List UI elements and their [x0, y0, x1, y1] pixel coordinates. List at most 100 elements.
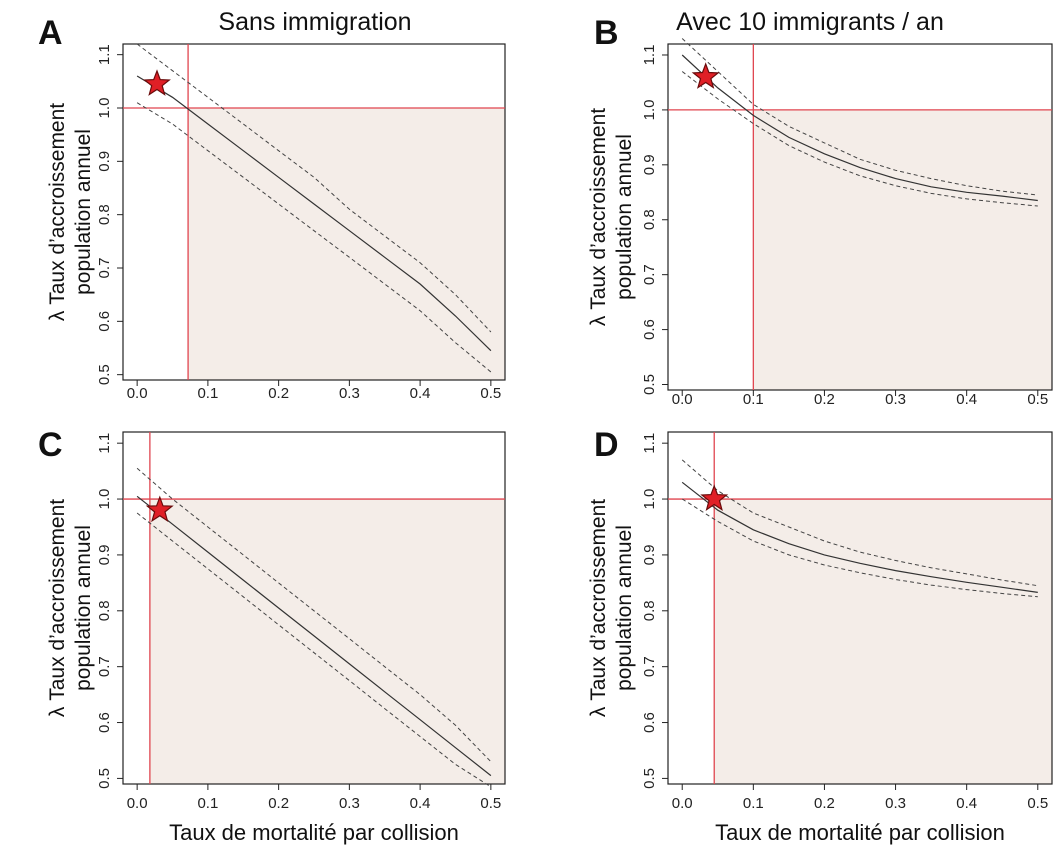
observed-point-star-icon: [700, 484, 729, 511]
y-axis-label-line-2: population annuel: [613, 525, 636, 691]
panel-letter: A: [38, 14, 63, 52]
y-tick-label: 0.7: [641, 264, 658, 285]
series-upper-line: [136, 467, 492, 763]
series-upper-line: [136, 43, 492, 333]
y-tick-label: 0.7: [641, 656, 658, 677]
x-tick-label: 0.2: [268, 385, 289, 402]
series-mean-line: [136, 495, 492, 777]
y-axis-label-line-1: λ Taux d’accroissement: [587, 499, 610, 717]
x-tick-label: 0.5: [1027, 391, 1048, 408]
series-lower-line: [136, 512, 492, 788]
y-tick-label: 1.1: [96, 44, 113, 65]
y-axis-label-line-2: population annuel: [72, 525, 95, 691]
y-tick-label: 1.1: [641, 433, 658, 454]
y-tick-label: 1.0: [641, 489, 658, 510]
decline-zone-shading: [714, 499, 1052, 784]
x-tick-label: 0.1: [197, 385, 218, 402]
observed-point-star-icon: [142, 69, 171, 96]
y-axis-label-line-1: λ Taux d’accroissement: [46, 499, 69, 717]
y-tick-label: 0.8: [96, 204, 113, 225]
x-tick-label: 0.1: [743, 795, 764, 812]
plot-frame: [122, 43, 506, 381]
decline-zone-shading: [149, 499, 506, 784]
series-upper-line: [681, 459, 1038, 587]
y-tick-label: 1.1: [641, 45, 658, 66]
x-tick-label: 0.3: [339, 795, 360, 812]
x-tick-label: 0.0: [127, 385, 148, 402]
observed-point-star-icon: [691, 62, 720, 89]
x-tick-label: 0.4: [410, 385, 431, 402]
y-tick-label: 0.7: [96, 258, 113, 279]
panel-letter: B: [594, 14, 619, 52]
series-upper-line: [681, 38, 1038, 196]
series-lower-line: [681, 71, 1038, 207]
x-tick-label: 0.0: [672, 795, 693, 812]
x-tick-label: 0.5: [1027, 795, 1048, 812]
x-tick-label: 0.3: [885, 391, 906, 408]
y-axis-label: λ Taux d’accroissement population annuel: [46, 499, 95, 717]
panel-c: 0.0 0.1 0.2 0.3 0.4 0.5 0.5 0.6 0.7 0.8 0.9 1.0 1.1 λ…: [38, 426, 506, 845]
y-tick-label: 0.5: [641, 768, 658, 789]
y-tick-label: 0.9: [96, 544, 113, 565]
y-tick-label: 1.0: [96, 489, 113, 510]
decline-zone-shading: [188, 108, 505, 380]
y-tick-label: 0.6: [641, 712, 658, 733]
x-tick-label: 0.5: [480, 385, 501, 402]
y-tick-label: 0.8: [96, 600, 113, 621]
x-tick-label: 0.0: [127, 795, 148, 812]
x-tick-label: 0.5: [480, 795, 501, 812]
y-tick-label: 0.6: [641, 319, 658, 340]
y-tick-label: 0.9: [641, 154, 658, 175]
x-tick-label: 0.4: [410, 795, 431, 812]
y-tick-label: 0.7: [96, 656, 113, 677]
series-lower-line: [136, 102, 492, 373]
column-title-right: Avec 10 immigrants / an: [676, 8, 944, 36]
panels-group: 0.0 0.1 0.2 0.3 0.4 0.5 0.5 0.6 0.7 0.8 0.9 1.0 1.1 λ…: [38, 14, 1053, 845]
y-axis-label: λ Taux d’accroissement population annuel: [587, 108, 636, 326]
series-mean-line: [681, 481, 1038, 593]
y-tick-label: 1.1: [96, 433, 113, 454]
y-tick-label: 0.5: [96, 768, 113, 789]
y-tick-label: 0.6: [96, 311, 113, 332]
x-tick-label: 0.2: [268, 795, 289, 812]
plot-frame: [667, 431, 1053, 785]
x-tick-label: 0.3: [339, 385, 360, 402]
y-tick-label: 0.6: [96, 712, 113, 733]
x-tick-label: 0.1: [197, 795, 218, 812]
decline-zone-shading: [753, 109, 1052, 391]
x-tick-label: 0.1: [743, 391, 764, 408]
plot-frame: [122, 431, 506, 785]
y-tick-label: 1.0: [96, 98, 113, 119]
plot-frame: [667, 43, 1053, 391]
x-tick-label: 0.3: [885, 795, 906, 812]
x-tick-label: 0.2: [814, 391, 835, 408]
y-tick-label: 0.9: [96, 151, 113, 172]
y-axis-label: λ Taux d’accroissement population annuel: [587, 499, 636, 717]
x-tick-label: 0.0: [672, 391, 693, 408]
y-axis-label: λ Taux d’accroissement population annuel: [46, 103, 95, 321]
y-axis-label-line-2: population annuel: [613, 134, 636, 300]
x-axis-label: Taux de mortalité par collision: [169, 820, 459, 845]
y-tick-label: 0.8: [641, 209, 658, 230]
panel-letter: D: [594, 426, 619, 464]
y-tick-label: 0.5: [641, 374, 658, 395]
y-axis-label-line-1: λ Taux d’accroissement: [587, 108, 610, 326]
panel-a: 0.0 0.1 0.2 0.3 0.4 0.5 0.5 0.6 0.7 0.8 0.9 1.0 1.1 λ…: [38, 14, 506, 402]
y-tick-label: 0.9: [641, 544, 658, 565]
y-axis-label-line-1: λ Taux d’accroissement: [46, 103, 69, 321]
x-axis-label: Taux de mortalité par collision: [715, 820, 1005, 845]
y-tick-label: 1.0: [641, 99, 658, 120]
y-tick-label: 0.8: [641, 600, 658, 621]
y-axis-label-line-2: population annuel: [72, 129, 95, 295]
y-tick-label: 0.5: [96, 364, 113, 385]
panel-letter: C: [38, 426, 63, 464]
x-tick-label: 0.4: [956, 795, 977, 812]
panel-b: 0.0 0.1 0.2 0.3 0.4 0.5 0.5 0.6 0.7 0.8 0.9 1.0 1.1 λ…: [587, 14, 1053, 408]
series-mean-line: [136, 75, 492, 352]
observed-point-star-icon: [145, 495, 174, 523]
x-tick-label: 0.4: [956, 391, 977, 408]
x-tick-label: 0.2: [814, 795, 835, 812]
column-title-left: Sans immigration: [218, 8, 411, 36]
series-mean-line: [681, 54, 1038, 202]
